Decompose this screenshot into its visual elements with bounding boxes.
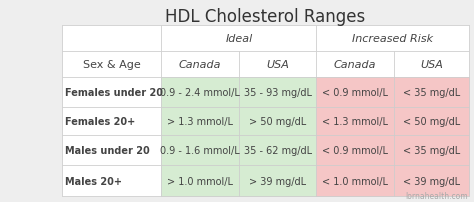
Bar [394,136,469,165]
Text: > 1.3 mmol/L: > 1.3 mmol/L [167,117,233,127]
Bar [316,165,394,196]
Text: USA: USA [420,60,443,70]
Text: 35 - 93 mg/dL: 35 - 93 mg/dL [244,88,312,98]
Bar [62,26,469,196]
Text: < 39 mg/dL: < 39 mg/dL [403,176,460,186]
Bar [62,52,162,78]
Bar [239,52,316,78]
Text: < 0.9 mmol/L: < 0.9 mmol/L [322,88,388,98]
Bar [394,165,469,196]
Bar [316,26,469,52]
Text: < 35 mg/dL: < 35 mg/dL [403,88,460,98]
Text: Males under 20: Males under 20 [65,146,150,156]
Bar [239,165,316,196]
Bar [239,108,316,136]
Bar [239,78,316,108]
Text: < 1.3 mmol/L: < 1.3 mmol/L [322,117,388,127]
Bar [162,26,316,52]
Bar [62,136,162,165]
Bar [162,78,239,108]
Text: 0.9 - 1.6 mmol/L: 0.9 - 1.6 mmol/L [160,146,240,156]
Bar [62,78,162,108]
Text: lornahealth.com: lornahealth.com [406,191,468,200]
Text: Sex & Age: Sex & Age [82,60,140,70]
Bar [394,108,469,136]
Bar [316,78,394,108]
Text: < 1.0 mmol/L: < 1.0 mmol/L [322,176,388,186]
Text: < 35 mg/dL: < 35 mg/dL [403,146,460,156]
Text: Males 20+: Males 20+ [65,176,122,186]
Bar [316,52,394,78]
Text: > 1.0 mmol/L: > 1.0 mmol/L [167,176,233,186]
Text: Canada: Canada [179,60,221,70]
Bar [162,165,239,196]
Text: Females 20+: Females 20+ [65,117,135,127]
Bar [62,26,162,52]
Bar [162,136,239,165]
Text: Females under 20: Females under 20 [65,88,163,98]
Bar [316,108,394,136]
Bar [239,136,316,165]
Text: < 0.9 mmol/L: < 0.9 mmol/L [322,146,388,156]
Bar [162,52,239,78]
Bar [62,108,162,136]
Text: Canada: Canada [334,60,376,70]
Bar [394,52,469,78]
Bar [62,165,162,196]
Text: 0.9 - 2.4 mmol/L: 0.9 - 2.4 mmol/L [160,88,240,98]
Text: < 50 mg/dL: < 50 mg/dL [403,117,460,127]
Text: > 50 mg/dL: > 50 mg/dL [249,117,306,127]
Text: > 39 mg/dL: > 39 mg/dL [249,176,306,186]
Bar [394,78,469,108]
Text: Increased Risk: Increased Risk [352,34,433,44]
Text: USA: USA [266,60,289,70]
Bar [316,136,394,165]
Text: 35 - 62 mg/dL: 35 - 62 mg/dL [244,146,312,156]
Text: HDL Cholesterol Ranges: HDL Cholesterol Ranges [165,8,365,26]
Bar [162,108,239,136]
Text: Ideal: Ideal [225,34,253,44]
